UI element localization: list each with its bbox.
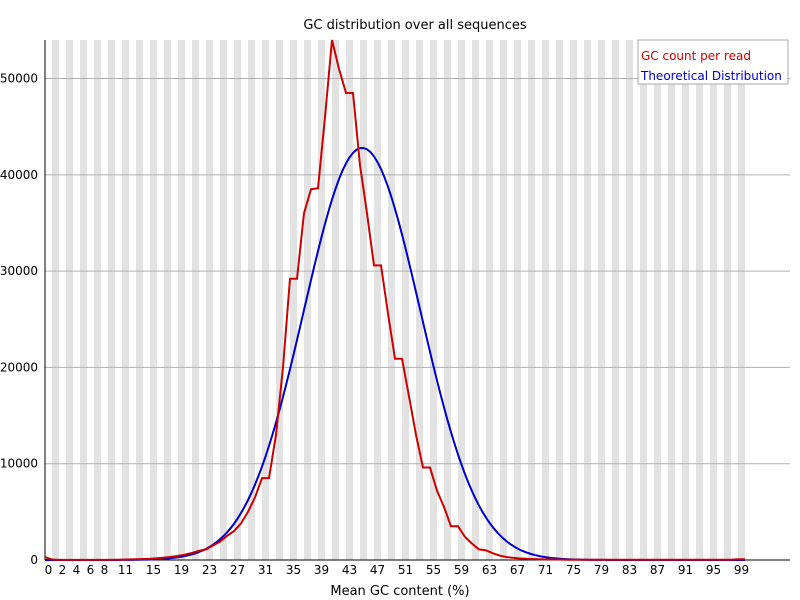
x-axis-label: Mean GC content (%) [330,584,469,599]
background-band [360,40,367,560]
background-band [710,40,717,560]
background-band [346,40,353,560]
background-band [500,40,507,560]
x-tick-label: 67 [510,563,525,577]
background-band [416,40,423,560]
x-tick-label: 6 [87,563,95,577]
legend-entry-gc-count: GC count per read [641,49,751,63]
x-tick-label: 59 [454,563,469,577]
background-band [640,40,647,560]
background-band [136,40,143,560]
x-tick-label: 2 [59,563,67,577]
y-tick-label: 30000 [0,264,38,278]
x-tick-label: 95 [706,563,721,577]
background-band [444,40,451,560]
background-band [262,40,269,560]
y-tick-label: 50000 [0,72,38,86]
x-tick-label: 35 [286,563,301,577]
x-tick-label: 47 [370,563,385,577]
background-band [584,40,591,560]
x-tick-label: 27 [230,563,245,577]
x-tick-label: 87 [650,563,665,577]
background-band [94,40,101,560]
background-band [234,40,241,560]
x-tick-label: 75 [566,563,581,577]
background-band [612,40,619,560]
background-band [122,40,129,560]
x-tick-label: 63 [482,563,497,577]
x-tick-label: 83 [622,563,637,577]
background-band [108,40,115,560]
background-band [542,40,549,560]
background-band [248,40,255,560]
background-band [738,40,745,560]
background-band [598,40,605,560]
x-tick-label: 8 [101,563,109,577]
background-band [556,40,563,560]
x-tick-label: 55 [426,563,441,577]
x-tick-label: 15 [146,563,161,577]
background-band [388,40,395,560]
background-band [276,40,283,560]
x-tick-label: 39 [314,563,329,577]
horizontal-gridlines [45,78,790,465]
series-line-gc-count [44,39,745,561]
background-band [458,40,465,560]
background-band [654,40,661,560]
x-tick-label: 23 [202,563,217,577]
background-band [332,40,339,560]
background-band [486,40,493,560]
background-band [206,40,213,560]
x-tick-label: 11 [118,563,133,577]
background-band [192,40,199,560]
y-tick-labels: 0 10000 20000 30000 40000 50000 [0,72,38,567]
y-tick-label: 0 [30,553,38,567]
x-tick-label: 91 [678,563,693,577]
background-band [528,40,535,560]
background-band [178,40,185,560]
background-band [290,40,297,560]
x-tick-label: 19 [174,563,189,577]
x-tick-label: 71 [538,563,553,577]
x-tick-labels: 0 2 4 6 8 11 15 19 23 27 31 35 39 43 47 51 55 59 63 67 71 75 7… [45,563,749,577]
background-band [570,40,577,560]
chart-title: GC distribution over all sequences [303,18,527,33]
background-band [682,40,689,560]
background-band [724,40,731,560]
x-tick-label: 51 [398,563,413,577]
background-band [66,40,73,560]
x-tick-label: 79 [594,563,609,577]
background-band [374,40,381,560]
y-tick-label: 10000 [0,457,38,471]
background-band [164,40,171,560]
background-band [304,40,311,560]
background-bands [52,40,745,560]
background-band [626,40,633,560]
background-band [402,40,409,560]
background-band [668,40,675,560]
background-band [514,40,521,560]
background-band [80,40,87,560]
background-band [52,40,59,560]
background-band [318,40,325,560]
x-tick-label: 0 [45,563,53,577]
y-tick-label: 20000 [0,360,38,374]
x-tick-label: 31 [258,563,273,577]
legend-entry-theoretical: Theoretical Distribution [640,69,782,83]
x-tick-label: 43 [342,563,357,577]
x-tick-label: 99 [734,563,749,577]
background-band [150,40,157,560]
y-tick-label: 40000 [0,168,38,182]
background-band [472,40,479,560]
legend-box [637,39,789,85]
series-layer [44,39,745,561]
x-tick-label: 4 [73,563,81,577]
legend: GC count per read Theoretical Distributi… [637,39,789,85]
background-band [696,40,703,560]
background-band [220,40,227,560]
background-band [430,40,437,560]
